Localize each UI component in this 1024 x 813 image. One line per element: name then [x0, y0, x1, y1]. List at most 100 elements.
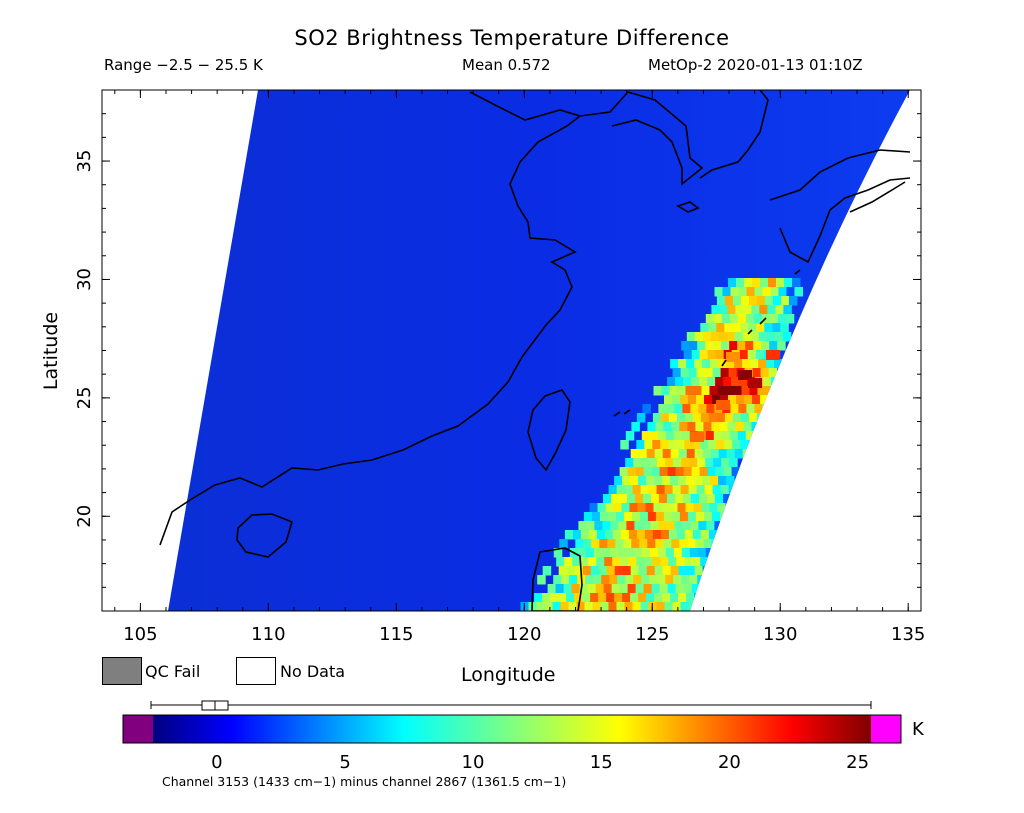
anomaly-cell [772, 323, 781, 333]
anomaly-cell [692, 557, 701, 567]
anomaly-cell [706, 521, 715, 531]
anomaly-cell [750, 332, 760, 342]
colorbar-gradient [153, 715, 871, 743]
anomaly-cell [671, 539, 680, 549]
anomaly-cell [700, 530, 710, 540]
y-axis-label: Latitude [40, 311, 62, 391]
anomaly-cell [780, 296, 790, 306]
anomaly-cell [686, 359, 695, 369]
anomaly-cell [701, 503, 710, 513]
anomaly-cell [683, 350, 693, 360]
anomaly-cell [788, 296, 798, 306]
anomaly-cell [647, 422, 656, 432]
anomaly-cell [695, 422, 704, 432]
anomaly-cell [742, 359, 751, 369]
anomaly-cell [720, 368, 730, 378]
anomaly-cell [560, 602, 569, 611]
anomaly-cell [686, 566, 696, 576]
anomaly-cell [712, 368, 722, 378]
anomaly-cell [664, 485, 674, 495]
anomaly-cell [699, 377, 708, 387]
anomaly-cell [710, 332, 720, 342]
anomaly-cell [537, 575, 546, 585]
anomaly-cell [716, 296, 726, 306]
x-axis: 105 110 115 120 125 130 135 [114, 90, 925, 645]
anomaly-cell [622, 593, 631, 603]
anomaly-cell [619, 467, 629, 477]
anomaly-cell [700, 413, 710, 423]
anomaly-cell [592, 602, 601, 611]
anomaly-cell [594, 521, 603, 531]
anomaly-cell [750, 359, 759, 369]
anomaly-cell [688, 368, 698, 378]
anomaly-cell [661, 503, 670, 513]
anomaly-cell [631, 422, 640, 432]
chart-title: SO2 Brightness Temperature Difference [294, 26, 730, 50]
anomaly-cell [691, 350, 701, 360]
anomaly-cell [680, 368, 690, 378]
anomaly-cell [643, 494, 652, 504]
anomaly-cell [756, 296, 766, 306]
anomaly-cell [658, 404, 667, 414]
anomaly-cell [653, 386, 662, 396]
anomaly-cell [698, 521, 707, 531]
anomaly-cell [670, 359, 679, 369]
anomaly-cell [699, 350, 709, 360]
anomaly-cell [591, 512, 601, 522]
anomaly-cell [614, 476, 623, 486]
anomaly-cell [616, 602, 625, 611]
anomaly-cell [633, 548, 643, 558]
anomaly-cell [694, 566, 704, 576]
anomaly-cell [693, 503, 702, 513]
anomaly-cell [717, 386, 726, 396]
anomaly-cell [683, 377, 692, 387]
anomaly-cell [740, 413, 750, 423]
anomaly-cell [646, 593, 655, 603]
anomaly-cell [708, 413, 718, 423]
anomaly-cell [611, 494, 620, 504]
anomaly-cell [745, 314, 755, 324]
anomaly-cell [751, 305, 760, 315]
anomaly-cell [785, 314, 795, 324]
anomaly-cell [675, 584, 685, 594]
anomaly-cell [732, 296, 742, 306]
anomaly-cell [625, 458, 634, 468]
anomaly-cell [636, 440, 645, 450]
anomaly-cell [631, 512, 641, 522]
anomaly-cell [662, 566, 672, 576]
japan-coast [699, 90, 911, 264]
anomaly-cell [652, 413, 662, 423]
anomaly-cell [681, 548, 691, 558]
anomaly-cell [627, 467, 637, 477]
anomaly-cell [709, 503, 718, 513]
anomaly-cell [768, 368, 778, 378]
anomaly-cell [663, 512, 673, 522]
anomaly-cell [766, 359, 775, 369]
anomaly-cell [691, 467, 701, 477]
anomaly-cell [668, 413, 678, 423]
anomaly-cell [676, 530, 686, 540]
anomaly-cell [737, 341, 746, 351]
y-tick-label: 25 [74, 386, 95, 409]
anomaly-cell [713, 341, 722, 351]
anomaly-cell [754, 287, 763, 297]
anomaly-cell [672, 485, 682, 495]
anomaly-cell [636, 413, 646, 423]
anomaly-cell [690, 521, 699, 531]
anomaly-cell [740, 323, 749, 333]
anomaly-cell [776, 278, 785, 288]
anomaly-cell [782, 332, 792, 342]
anomaly-cell [642, 521, 651, 531]
anomaly-cell [699, 494, 708, 504]
anomaly-cell [601, 575, 610, 585]
anomaly-cell [739, 350, 749, 360]
anomaly-cell [673, 431, 683, 441]
anomaly-cell [722, 287, 731, 297]
anomaly-cell [724, 440, 733, 450]
colorbar-tick-label: 0 [211, 752, 223, 773]
anomaly-cell [585, 548, 595, 558]
anomaly-cell [728, 368, 738, 378]
x-tick-label: 130 [763, 624, 797, 645]
anomaly-cell [649, 431, 659, 441]
anomaly-cell [607, 512, 617, 522]
